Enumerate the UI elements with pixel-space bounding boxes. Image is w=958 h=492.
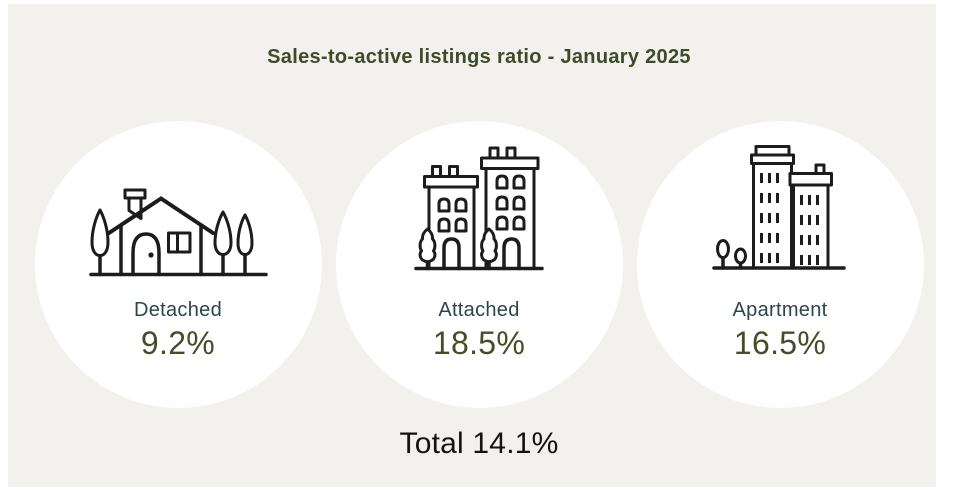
category-value: 9.2%	[140, 325, 216, 361]
stat-circle-attached: Attached 18.5%	[335, 121, 623, 408]
category-label: Attached	[438, 299, 520, 321]
category-label: Apartment	[732, 299, 828, 321]
category-label: Detached	[133, 299, 222, 321]
category-value: 16.5%	[733, 325, 827, 361]
category-value: 18.5%	[432, 325, 526, 361]
apartment-buildings-icon	[637, 140, 924, 285]
stat-circle-detached: Detached 9.2%	[34, 121, 322, 408]
stat-circles-row: Detached 9.2%	[0, 121, 958, 408]
detached-house-icon	[35, 185, 322, 281]
total-value: Total 14.1%	[399, 427, 559, 460]
attached-houses-icon	[336, 145, 623, 280]
stat-circle-apartment: Apartment 16.5%	[636, 121, 924, 408]
chart-title: Sales-to-active listings ratio - January…	[267, 46, 691, 68]
